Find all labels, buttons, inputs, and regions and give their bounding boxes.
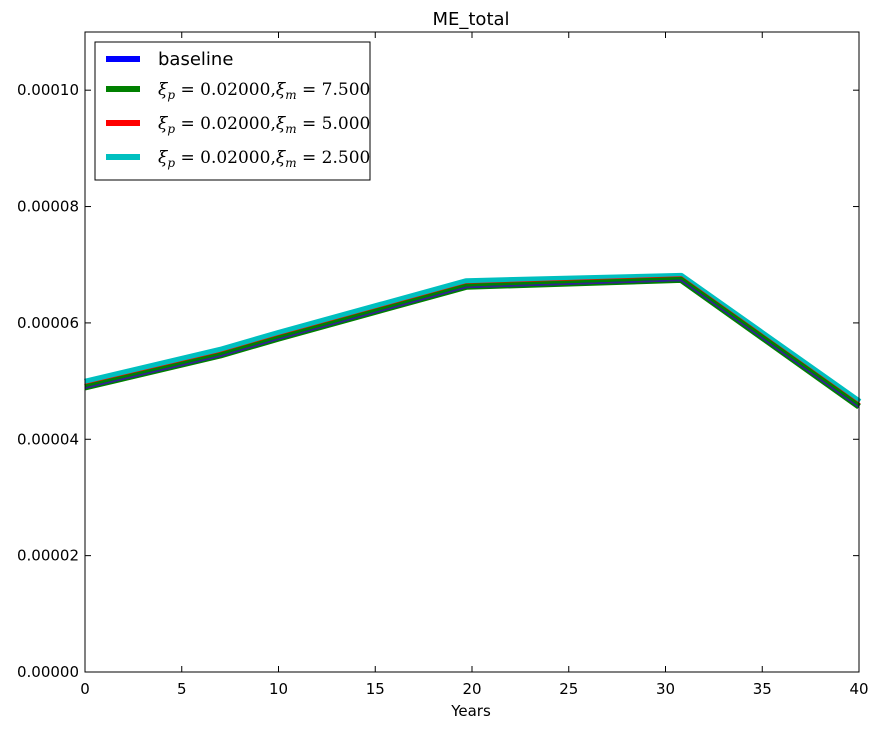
series-line-baseline-overlay <box>84 279 860 408</box>
y-tick-label: 0.00006 <box>17 314 79 332</box>
x-tick-label: 20 <box>462 680 481 698</box>
chart-title: ME_total <box>432 9 509 30</box>
x-tick-label: 35 <box>753 680 772 698</box>
y-tick-label: 0.00000 <box>17 663 79 681</box>
y-tick-label: 0.00010 <box>17 81 79 99</box>
x-axis-label: Years <box>450 702 491 720</box>
legend-xi-m-series-4: 2.500 <box>322 148 371 168</box>
legend-frame <box>94 41 371 181</box>
legend-label-series-4: ξp = 0.02000,ξm = 2.500 <box>158 148 370 170</box>
legend-xi-m-series-3: 5.000 <box>322 114 371 134</box>
legend-label-series-3: ξp = 0.02000,ξm = 5.000 <box>158 114 370 136</box>
legend-xi-m-series-2: 7.500 <box>322 80 371 100</box>
series-line-2 <box>84 276 861 410</box>
legend-xi-p-series-3: 0.02000 <box>200 114 270 134</box>
legend-xi-p-series-2: 0.02000 <box>200 80 270 100</box>
x-tick-label: 0 <box>80 680 90 698</box>
y-tick-label: 0.00004 <box>17 430 79 448</box>
x-tick-label: 40 <box>849 680 868 698</box>
series-line-1 <box>84 279 860 408</box>
x-tick-label: 30 <box>656 680 675 698</box>
legend-label-baseline: baseline <box>158 49 233 70</box>
legend: baseline ξp = 0.02000,ξm = 7.500 ξp = 0.… <box>94 41 371 181</box>
series-line-4 <box>84 272 862 406</box>
x-tick-label: 15 <box>366 680 385 698</box>
y-tick-label: 0.00008 <box>17 198 79 216</box>
y-tick-label: 0.00002 <box>17 547 79 565</box>
legend-label-series-2: ξp = 0.02000,ξm = 7.500 <box>158 80 370 102</box>
series-line-3 <box>84 276 861 409</box>
series-layer <box>84 272 862 410</box>
x-tick-label: 5 <box>177 680 187 698</box>
y-axis: 0.00000 0.00002 0.00004 0.00006 0.00008 0.000… <box>17 81 859 681</box>
x-tick-label: 10 <box>269 680 288 698</box>
x-axis: 0 5 10 15 20 25 30 35 40 <box>80 32 869 698</box>
legend-xi-p-series-4: 0.02000 <box>200 148 270 168</box>
x-tick-label: 25 <box>559 680 578 698</box>
